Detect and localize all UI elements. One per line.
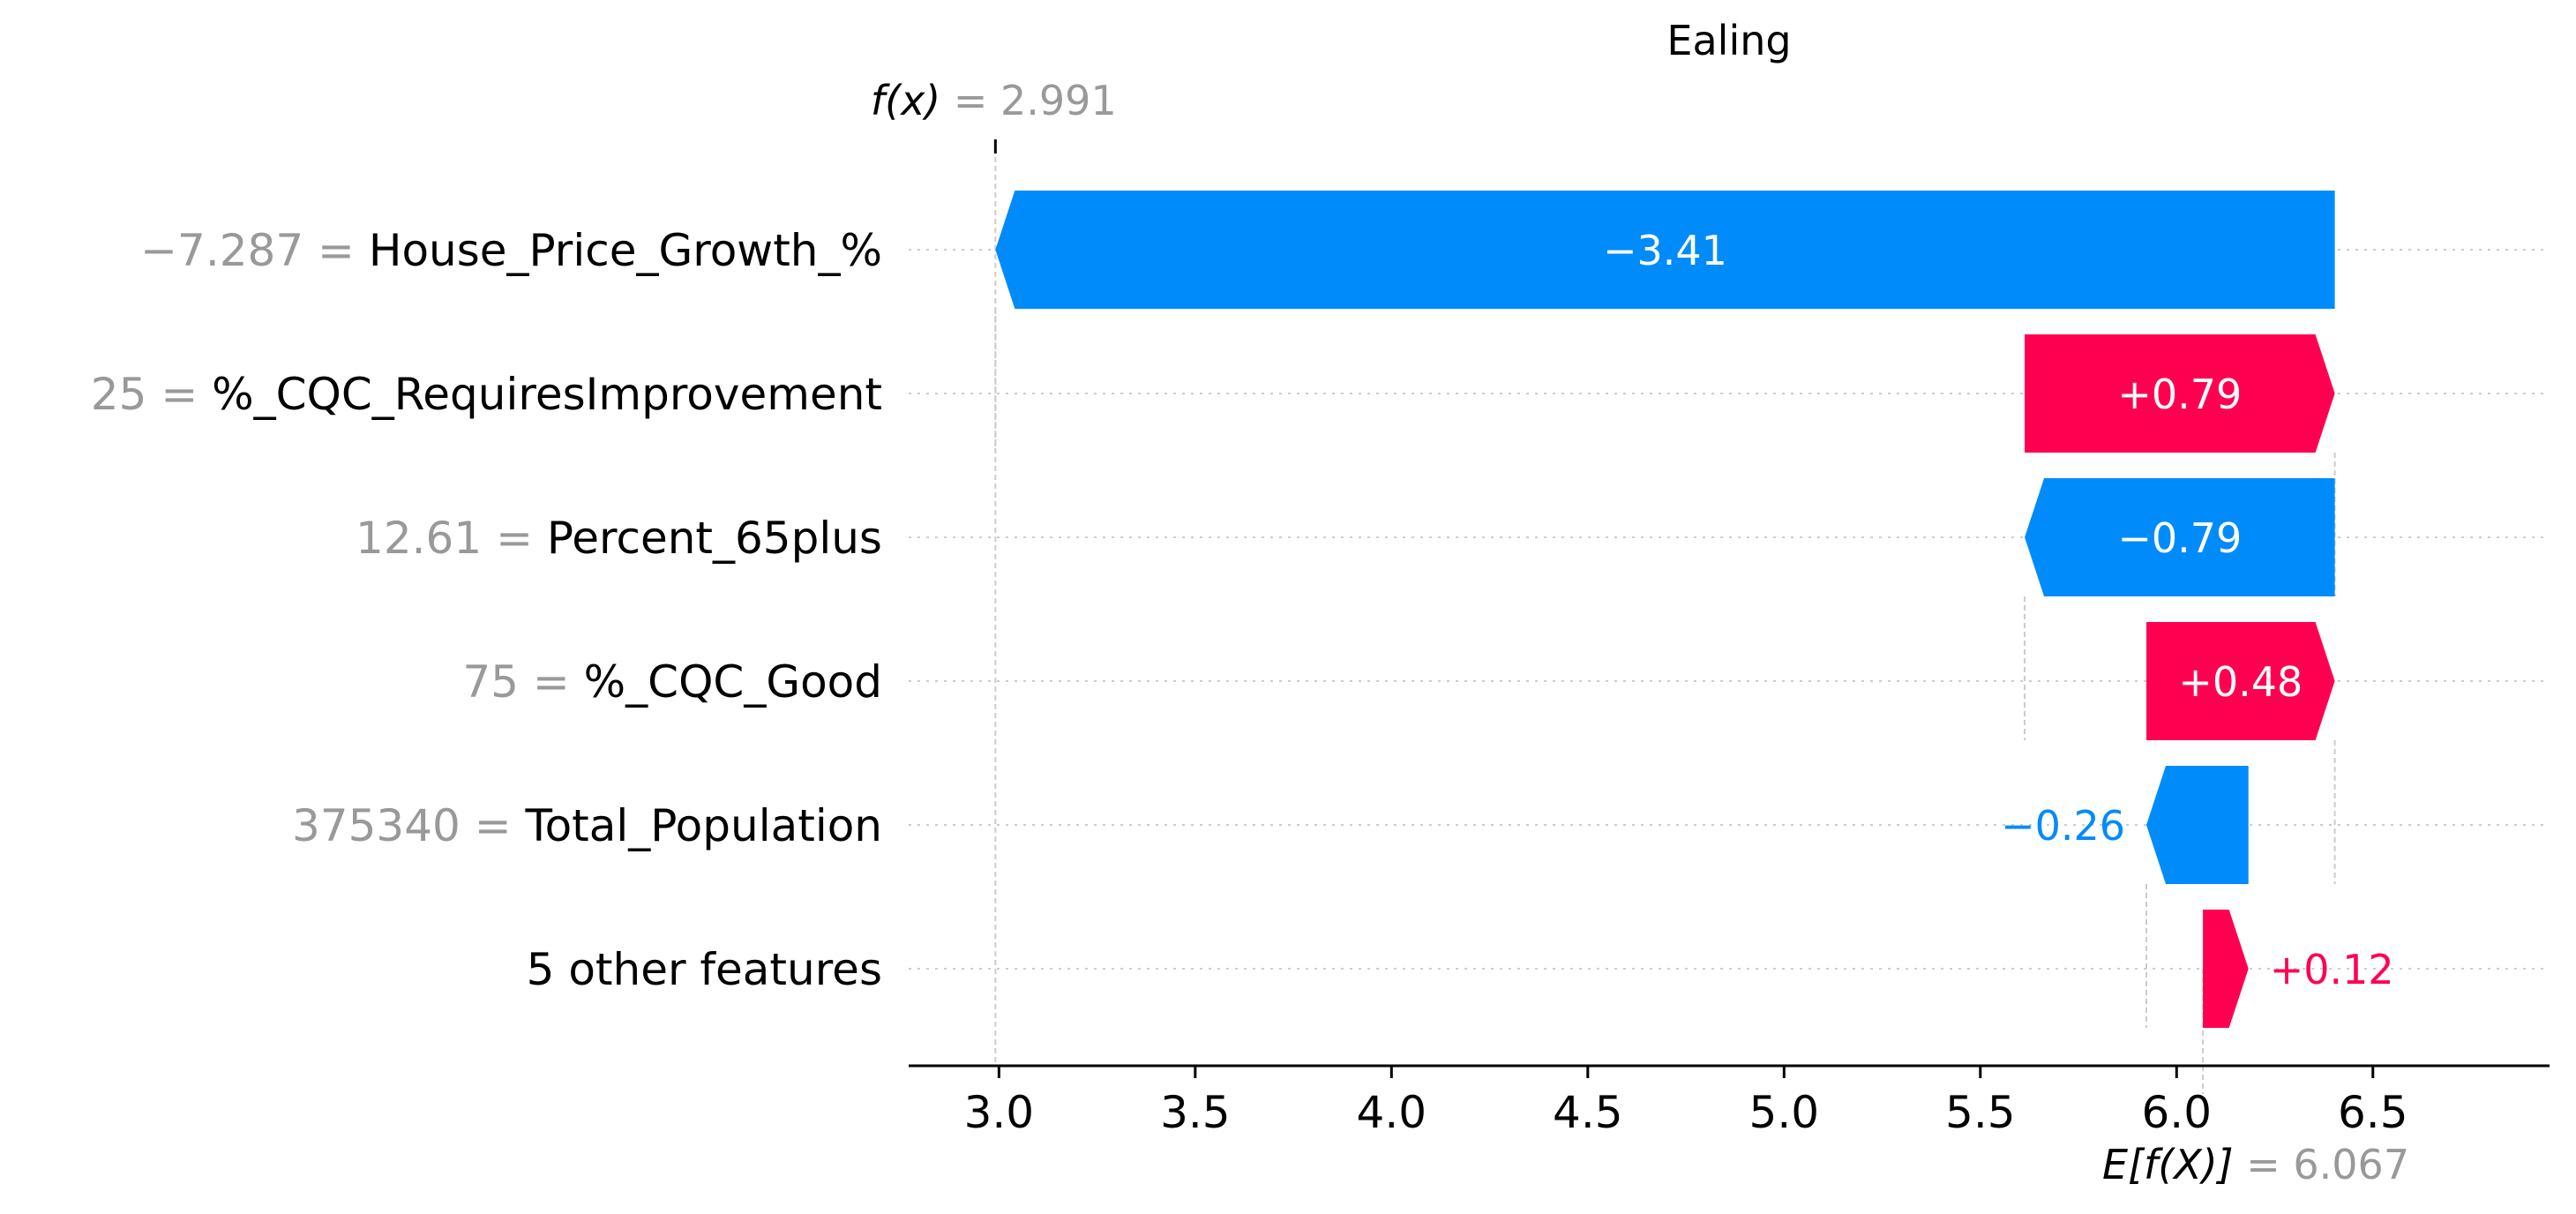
shap-value-label: −0.79 [2117,514,2242,562]
feature-value: 75 [462,656,519,708]
feature-label: 375340 = Total_Population [292,800,882,851]
negative-shap-bar [995,191,2335,309]
shap-value-label: +0.48 [2178,658,2303,706]
positive-shap-bar [2203,910,2249,1028]
feature-label: 75 = %_CQC_Good [462,656,882,708]
shap-value-label: +0.12 [2270,946,2394,993]
positive-shap-bar [2146,622,2335,740]
base-value-label: E[f(X)] [2102,1141,2234,1188]
feature-eq: = [519,656,584,708]
x-tick-label: 4.0 [1357,1087,1427,1138]
feature-name: %_CQC_RequiresImprovement [212,369,882,420]
feature-label: 25 = %_CQC_RequiresImprovement [91,369,882,420]
x-tick-label: 5.5 [1945,1087,2016,1138]
x-tick-label: 3.5 [1160,1087,1231,1138]
feature-label: −7.287 = House_Price_Growth_% [140,225,882,276]
feature-value: 12.61 [356,513,482,564]
base-value: 6.067 [2293,1141,2409,1188]
shap-value-label: −3.41 [1603,227,1727,274]
feature-value: −7.287 [140,225,303,276]
positive-shap-bar [2025,334,2335,453]
feature-eq: = [482,513,547,564]
feature-eq: = [303,225,369,276]
feature-label: 12.61 = Percent_65plus [356,513,882,564]
negative-shap-bar [2025,478,2335,596]
x-tick-label: 6.5 [2338,1087,2408,1138]
feature-name: 5 other features [527,944,882,995]
feature-label: 5 other features [527,944,882,995]
negative-shap-bar [2146,766,2249,884]
feature-value: 375340 [292,800,461,851]
feature-name: Total_Population [525,800,882,851]
fx-eq: = [940,77,1000,124]
fx-annotation: f(x) = 2.991 [871,77,1117,124]
x-axis: 3.0 3.5 4.0 4.5 5.0 5.5 6.0 6.5E[f(X)] = 6.067 [909,1064,2550,1188]
feature-eq: = [146,369,212,420]
shap-value-label: +0.79 [2117,371,2242,418]
chart-marks: f(x) = 2.991 −7.287 = House_Price_Growth_… [91,77,2394,1028]
base-value-annotation: E[f(X)] = 6.067 [2102,1141,2409,1188]
feature-name: %_CQC_Good [584,656,882,708]
x-tick-label: 3.0 [964,1087,1035,1138]
x-tick-label: 5.0 [1749,1087,1820,1138]
feature-name: Percent_65plus [547,513,882,564]
base-value-eq: = [2234,1141,2294,1188]
x-tick-label: 6.0 [2142,1087,2213,1138]
feature-value: 25 [91,369,147,420]
shap-value-label: −0.26 [2001,802,2125,850]
fx-label: f(x) [871,77,940,124]
x-tick-label: 4.5 [1553,1087,1623,1138]
feature-name: House_Price_Growth_% [369,225,882,276]
feature-eq: = [461,800,526,851]
fx-value: 2.991 [1000,77,1117,124]
chart-title: Ealing [1666,17,1791,64]
